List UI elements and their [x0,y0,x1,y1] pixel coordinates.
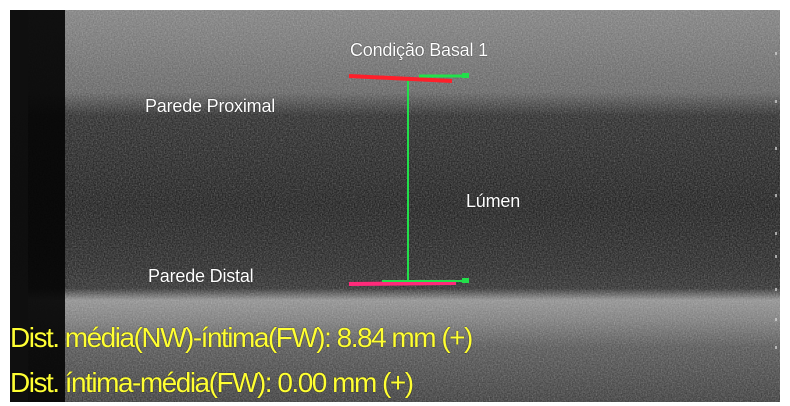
proximal-wall-caliper[interactable] [348,74,453,83]
ultrasound-scan-svg [10,10,780,402]
intima-media-distance-readout: Dist. íntima-média(FW): 0.00 mm (+) [10,367,414,398]
ultrasound-image[interactable]: Condição Basal 1 Parede Proximal Lúmen P… [10,10,780,402]
mean-intima-distance-readout: Dist. média(NW)-íntima(FW): 8.84 mm (+) [10,322,473,353]
distal-wall-caliper[interactable] [348,281,457,286]
speckle-texture [10,10,780,402]
measurement-overlay[interactable] [348,73,469,286]
condition-label: Condição Basal 1 [350,40,488,60]
distal-wall-endpoint[interactable] [462,278,469,283]
proximal-wall-label: Parede Proximal [145,96,276,116]
proximal-wall-endpoint[interactable] [462,73,469,78]
right-scale-ticks [775,52,777,349]
left-frame-edge [10,10,28,402]
distal-wall-label: Parede Distal [148,266,254,286]
lumen-label: Lúmen [466,191,521,211]
